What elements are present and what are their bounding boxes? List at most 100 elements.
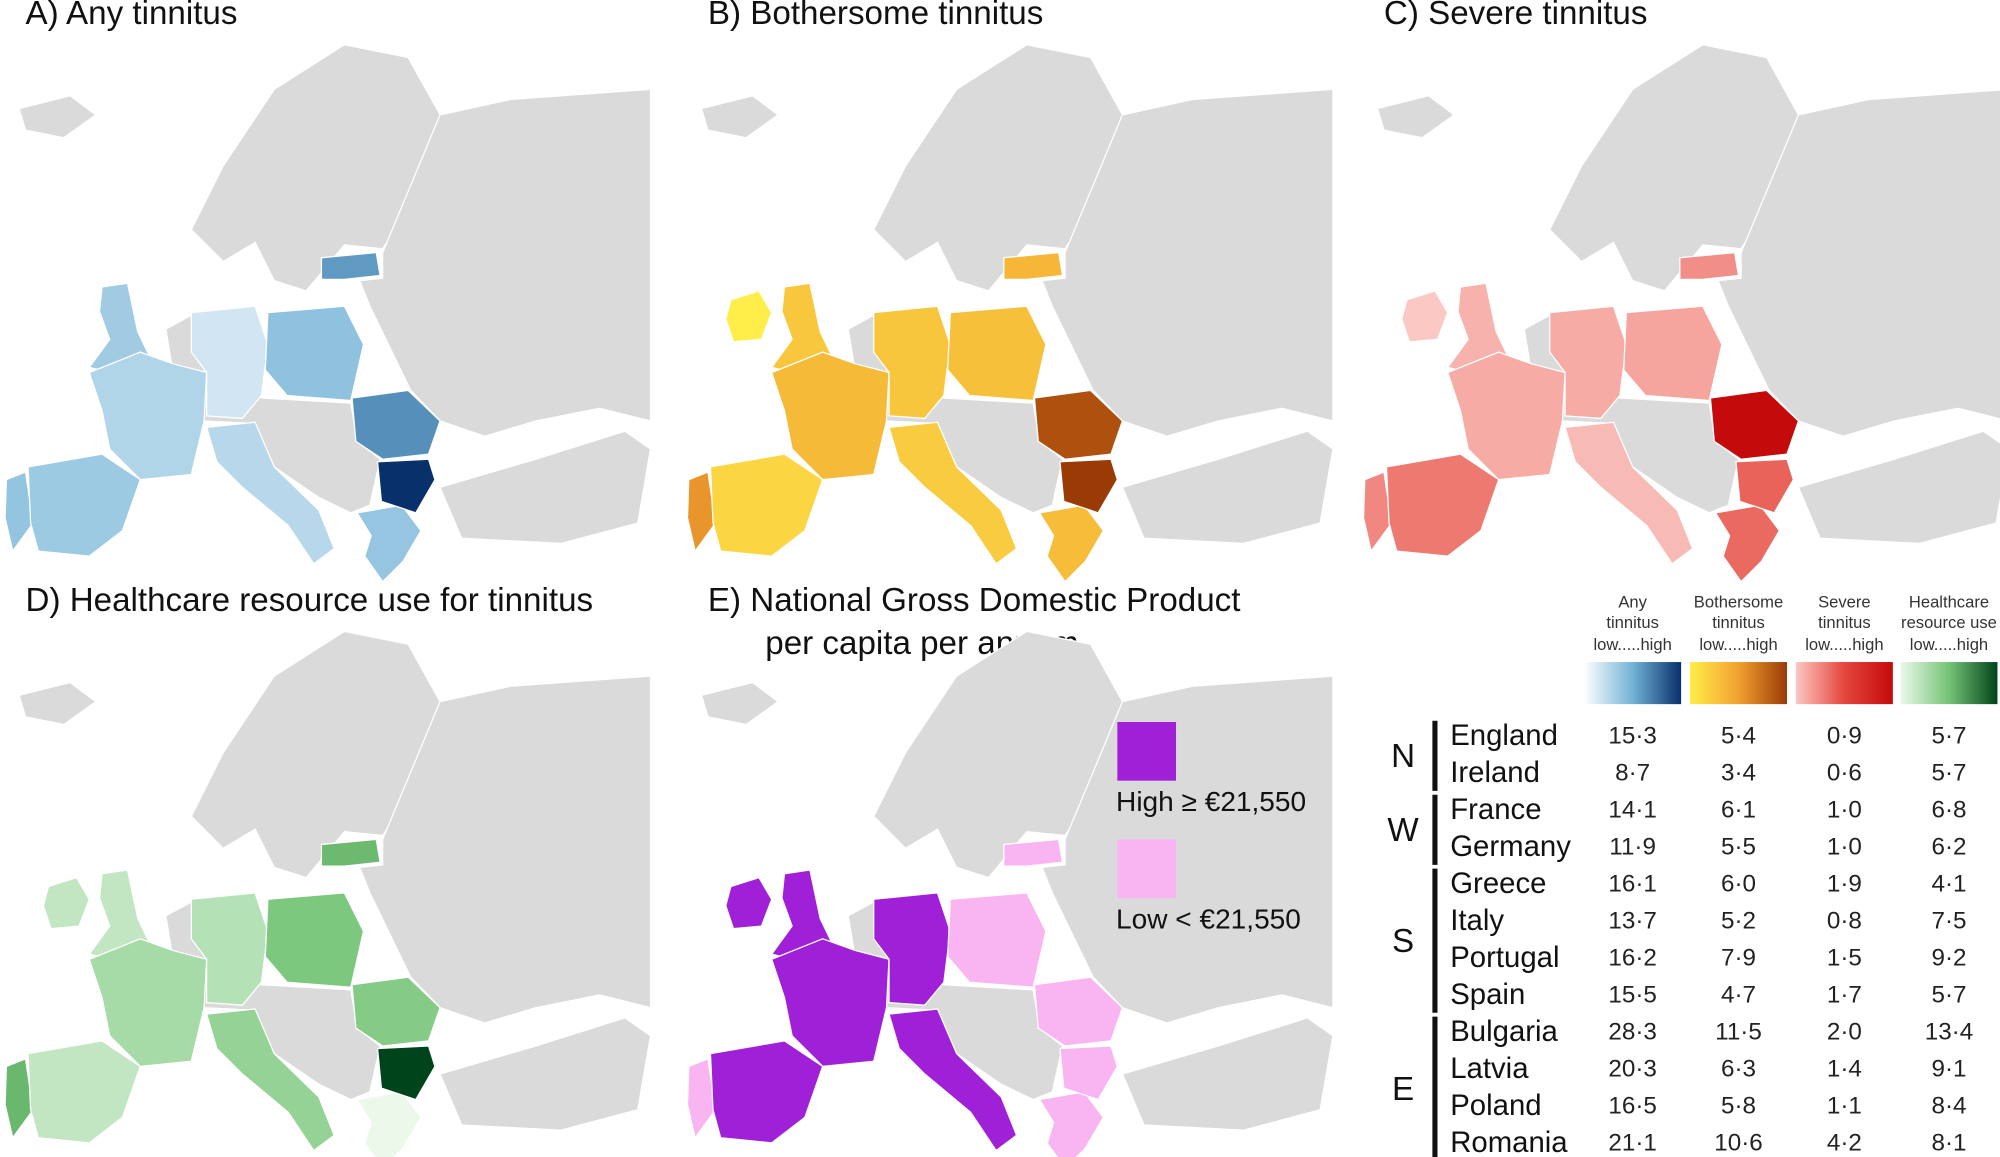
table-value: 5·4 (1721, 723, 1756, 750)
color-scale (1584, 662, 1682, 705)
scale-label: low.....high (1805, 635, 1883, 654)
map (686, 630, 1334, 1157)
background-land (18, 95, 97, 139)
table-value: 5·2 (1721, 908, 1756, 935)
legend-label: Low < €21,550 (1116, 903, 1301, 934)
country (42, 876, 90, 930)
table-value: 7·5 (1931, 908, 1966, 935)
country-name: Bulgaria (1450, 1015, 1558, 1048)
country (873, 305, 951, 420)
table-value: 0·8 (1827, 908, 1862, 935)
table-value: 6·3 (1721, 1056, 1756, 1083)
country (1059, 458, 1119, 514)
table-value: 5·7 (1931, 760, 1966, 787)
country (27, 453, 142, 557)
country (1059, 1045, 1119, 1101)
column-header: Healthcare (1909, 593, 1989, 612)
country (1033, 976, 1124, 1047)
country (376, 458, 436, 514)
table-value: 1·7 (1827, 982, 1862, 1009)
map (1362, 44, 2000, 583)
country (1362, 471, 1393, 553)
column-header: Severe (1818, 593, 1871, 612)
table-value: 8·4 (1931, 1093, 1966, 1120)
country (770, 938, 890, 1068)
country (888, 1008, 1018, 1152)
background-land (358, 88, 652, 437)
region-label: W (1387, 812, 1419, 849)
table-value: 1·1 (1827, 1093, 1862, 1120)
country (205, 1008, 335, 1152)
background-land (358, 675, 652, 1024)
country-name: Romania (1450, 1126, 1568, 1157)
region-label: S (1392, 923, 1414, 960)
country (709, 1040, 824, 1144)
background-land (1041, 675, 1334, 1024)
table-value: 6·2 (1931, 834, 1966, 861)
background-land (439, 430, 652, 545)
country (351, 389, 441, 460)
table-value: 13·7 (1608, 908, 1656, 935)
table-value: 16·1 (1608, 871, 1656, 898)
region-label: E (1392, 1071, 1414, 1108)
country (770, 351, 890, 481)
table-value: 13·4 (1925, 1019, 1973, 1046)
country (686, 471, 717, 553)
background-land (1121, 430, 1334, 545)
table-value: 8·7 (1615, 760, 1650, 787)
table-value: 5·7 (1931, 982, 1966, 1009)
country (1735, 458, 1795, 514)
country (190, 305, 269, 420)
country (709, 453, 824, 557)
table-value: 9·1 (1931, 1056, 1966, 1083)
country-name: Germany (1450, 830, 1571, 863)
table-value: 11·9 (1609, 834, 1656, 861)
table-value: 14·1 (1608, 797, 1656, 824)
country-name: Poland (1450, 1089, 1541, 1122)
table-value: 6·8 (1931, 797, 1966, 824)
background-land (700, 95, 780, 139)
background-land (700, 681, 780, 726)
country (1385, 453, 1500, 557)
scale-label: low.....high (1593, 635, 1671, 654)
legend-swatch (1117, 721, 1177, 781)
country (725, 876, 773, 930)
country (264, 305, 365, 402)
table-value: 1·0 (1827, 834, 1862, 861)
panel-title: D) Healthcare resource use for tinnitus (26, 582, 594, 619)
map (4, 44, 652, 583)
country (1003, 251, 1064, 281)
table-value: 3·4 (1721, 760, 1756, 787)
scale-label: low.....high (1699, 635, 1777, 654)
country-name: Ireland (1450, 756, 1540, 789)
country (947, 305, 1047, 402)
country (1549, 305, 1627, 420)
table-value: 16·5 (1608, 1093, 1656, 1120)
table-value: 5·5 (1721, 834, 1756, 861)
country (88, 351, 208, 481)
table-value: 0·9 (1827, 723, 1862, 750)
country-name: Latvia (1450, 1052, 1529, 1085)
country (1564, 421, 1694, 565)
panel-title: A) Any tinnitus (26, 0, 238, 32)
country (873, 892, 951, 1006)
country-name: Greece (1450, 867, 1546, 900)
country (4, 471, 34, 553)
color-scale (1795, 662, 1893, 705)
panel-title: E) National Gross Domestic Product (708, 582, 1241, 619)
background-land (1121, 1017, 1334, 1131)
table-value: 8·1 (1931, 1130, 1966, 1157)
country (1038, 504, 1105, 583)
scale-label: low.....high (1910, 635, 1988, 654)
country (686, 1057, 717, 1140)
table-value: 6·0 (1721, 871, 1756, 898)
country (1679, 251, 1740, 281)
background-land (439, 1017, 652, 1131)
background-land (1717, 89, 2000, 437)
column-header: Bothersome (1694, 593, 1783, 612)
country (264, 892, 365, 988)
country (376, 1045, 436, 1101)
table-value: 2·0 (1827, 1019, 1862, 1046)
table-value: 9·2 (1931, 945, 1966, 972)
